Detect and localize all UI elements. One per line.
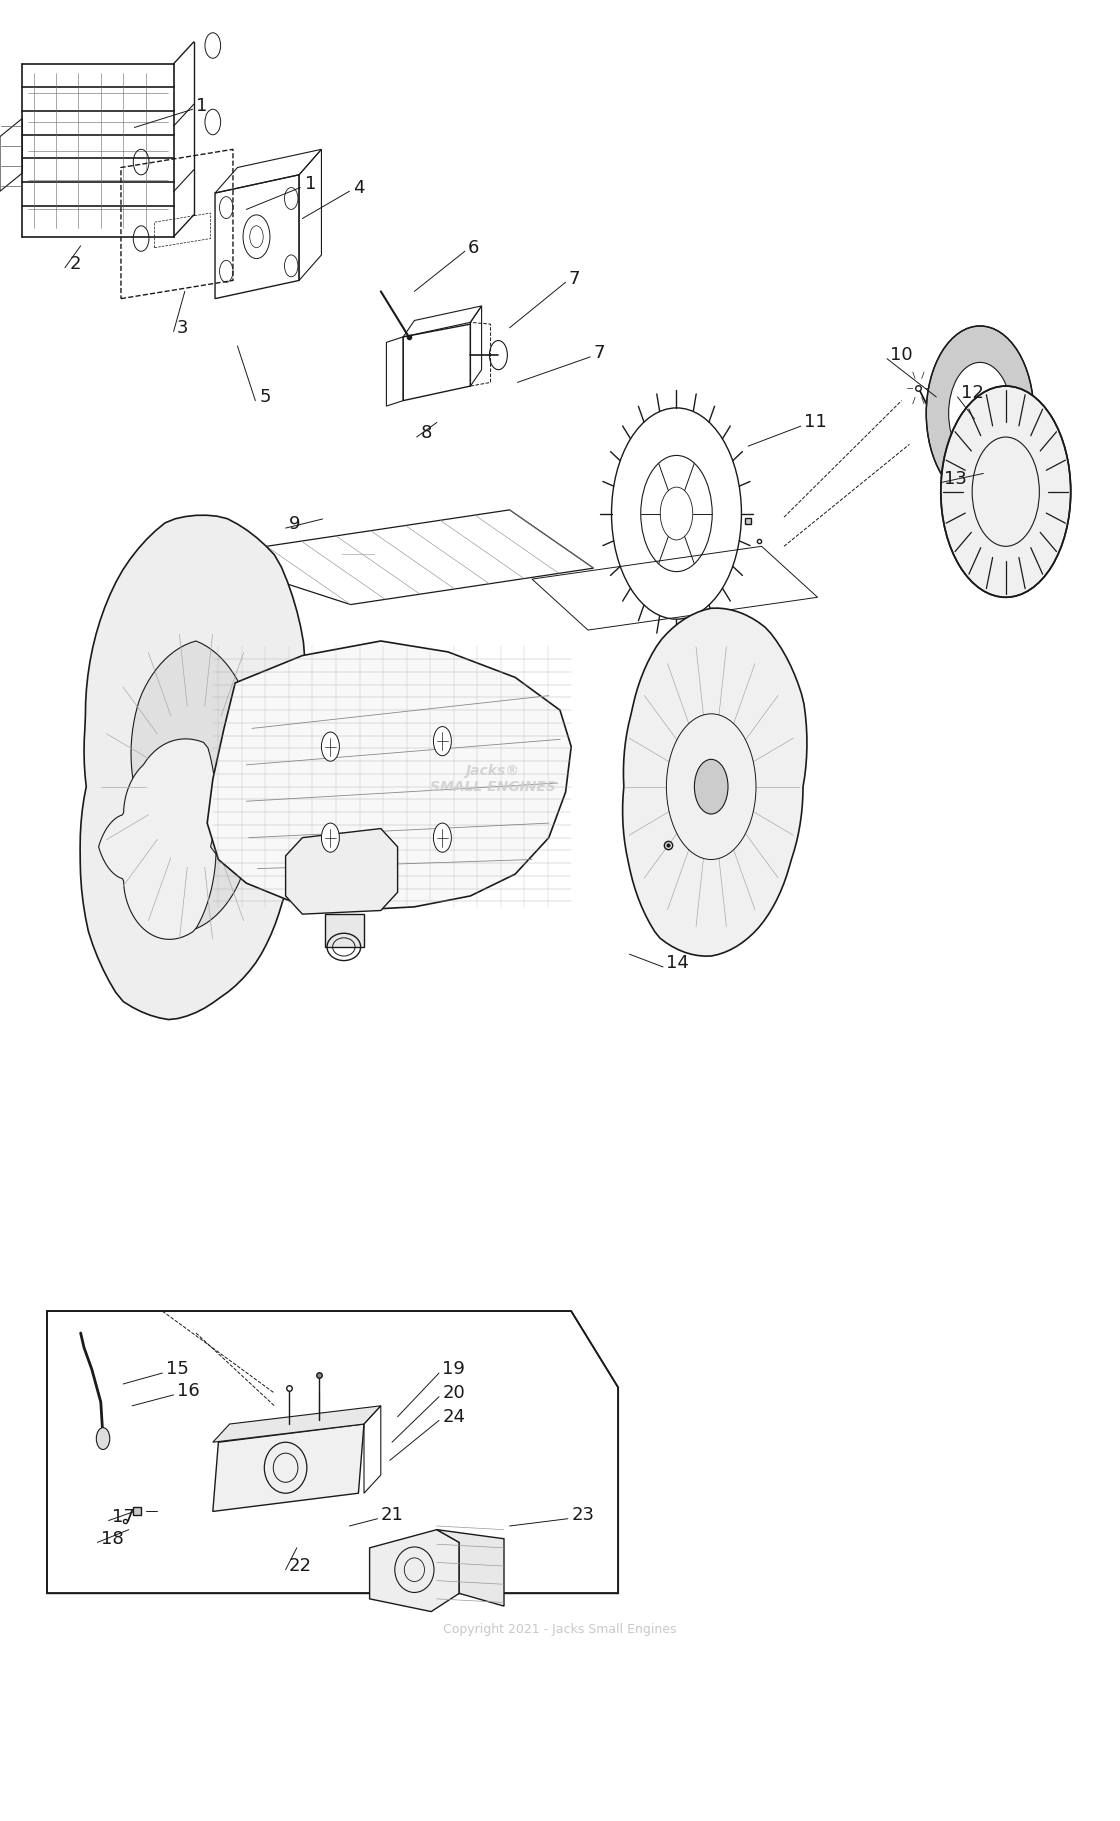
Text: 24: 24 (442, 1408, 466, 1426)
Text: 7: 7 (569, 270, 580, 288)
Text: 12: 12 (961, 384, 983, 402)
Circle shape (96, 1428, 110, 1450)
Polygon shape (131, 641, 265, 929)
Circle shape (433, 823, 451, 852)
Polygon shape (437, 1530, 504, 1606)
Text: 1: 1 (196, 97, 207, 115)
Text: 11: 11 (804, 413, 827, 432)
Text: 18: 18 (101, 1530, 123, 1548)
Circle shape (433, 727, 451, 756)
Circle shape (694, 759, 728, 814)
Circle shape (941, 386, 1071, 597)
Polygon shape (325, 914, 364, 947)
Polygon shape (370, 1530, 459, 1612)
Circle shape (926, 326, 1034, 501)
Polygon shape (99, 739, 216, 940)
Polygon shape (213, 1424, 364, 1511)
Text: Jacks®
SMALL ENGINES: Jacks® SMALL ENGINES (430, 765, 556, 794)
Text: 14: 14 (666, 954, 689, 972)
Text: 19: 19 (442, 1360, 465, 1378)
Polygon shape (286, 829, 398, 914)
Text: 21: 21 (381, 1506, 403, 1524)
Text: 23: 23 (571, 1506, 595, 1524)
Text: Copyright 2021 - Jacks Small Engines: Copyright 2021 - Jacks Small Engines (444, 1623, 676, 1637)
Circle shape (321, 823, 339, 852)
Text: 2: 2 (69, 255, 81, 273)
Polygon shape (213, 1406, 381, 1442)
Polygon shape (207, 641, 571, 910)
Text: 17: 17 (112, 1508, 134, 1526)
Text: 22: 22 (289, 1557, 312, 1575)
Text: 5: 5 (260, 388, 271, 406)
Circle shape (321, 732, 339, 761)
Text: 15: 15 (166, 1360, 188, 1378)
Text: 3: 3 (177, 319, 188, 337)
Circle shape (949, 362, 1011, 464)
Text: 8: 8 (421, 424, 432, 443)
Polygon shape (47, 1311, 618, 1593)
Text: 7: 7 (594, 344, 605, 362)
Polygon shape (81, 515, 306, 1020)
Text: ────────: ──────── (342, 552, 375, 559)
Text: 16: 16 (177, 1382, 199, 1400)
Text: 6: 6 (468, 239, 479, 257)
Text: 13: 13 (944, 470, 967, 488)
Polygon shape (623, 608, 806, 956)
Text: 1: 1 (305, 175, 316, 193)
Text: 20: 20 (442, 1384, 465, 1402)
Text: 4: 4 (353, 178, 364, 197)
Text: 10: 10 (890, 346, 913, 364)
Text: 9: 9 (289, 515, 300, 534)
